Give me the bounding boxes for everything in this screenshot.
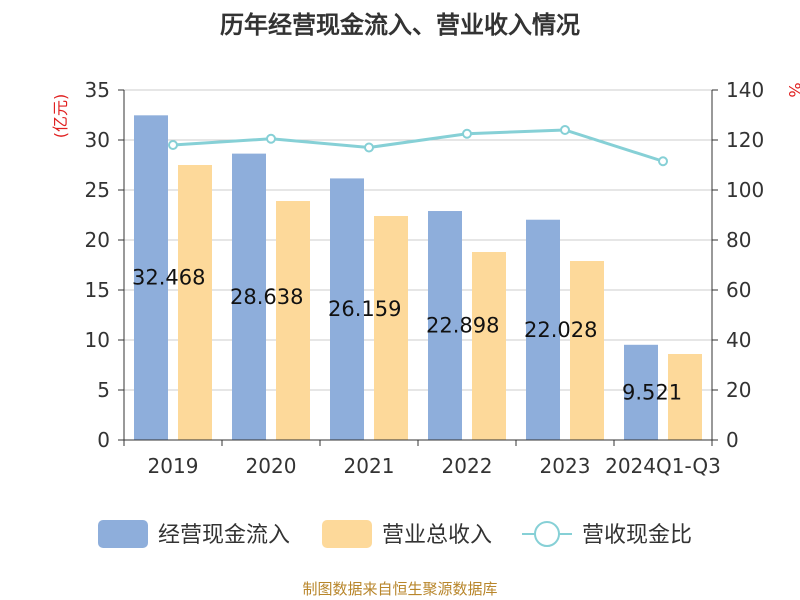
ratio-point — [560, 125, 570, 135]
x-axis-tick-label: 2022 — [442, 454, 493, 478]
cash-inflow-bar — [624, 344, 658, 440]
legend-swatch-cash-inflow — [98, 520, 148, 548]
right-axis-tick-label: 100 — [726, 178, 764, 202]
x-axis-tick-label: 2019 — [148, 454, 199, 478]
bars-group — [134, 115, 702, 440]
right-axis-tick-label: 120 — [726, 128, 764, 152]
revenue-bar — [472, 252, 506, 440]
legend-swatch-ratio-marker — [534, 521, 560, 547]
left-axis-tick-label: 15 — [85, 278, 110, 302]
right-axis-tick-label: 40 — [726, 328, 751, 352]
source-note: 制图数据来自恒生聚源数据库 — [302, 580, 497, 598]
ratio-point — [168, 140, 178, 150]
x-axis-tick-label: 2021 — [344, 454, 395, 478]
cash-inflow-data-label: 28.638 — [230, 285, 303, 309]
revenue-bar — [374, 216, 408, 440]
legend: 经营现金流入 营业总收入 营收现金比 — [98, 520, 692, 548]
left-axis-tick-label: 0 — [97, 428, 110, 452]
ratio-point — [462, 128, 472, 139]
left-axis-tick-label: 5 — [97, 378, 110, 402]
grid-lines — [124, 89, 712, 391]
cash-inflow-bar — [428, 211, 462, 440]
cash-inflow-data-label: 22.028 — [524, 318, 597, 342]
revenue-bar — [178, 165, 212, 440]
ratio-point — [266, 133, 276, 144]
right-axis-tick-label: 0 — [726, 428, 739, 452]
legend-swatch-revenue — [322, 520, 372, 548]
right-axis-tick-label: 20 — [726, 378, 751, 402]
revenue-bar — [276, 201, 310, 440]
ratio-point — [658, 156, 668, 167]
right-axis-tick-label: 140 — [726, 78, 764, 102]
ratio-point — [364, 142, 374, 153]
cash-inflow-data-label: 22.898 — [426, 314, 499, 338]
x-axis-tick-label: 2023 — [540, 454, 591, 478]
right-axis-tick-label: 60 — [726, 278, 751, 302]
cash-inflow-data-label: 9.521 — [622, 380, 682, 404]
chart-title: 历年经营现金流入、营业收入情况 — [220, 11, 580, 39]
left-axis-unit: (亿元) — [51, 94, 70, 139]
cash-inflow-bar — [134, 115, 168, 440]
left-axis-tick-label: 35 — [85, 78, 110, 102]
cash-inflow-data-label: 26.159 — [328, 297, 401, 321]
revenue-bar — [570, 261, 604, 440]
ratio-line — [172, 128, 664, 163]
data-labels-group: 32.468 28.638 26.159 22.898 22.028 9.521 — [132, 266, 682, 405]
cash-inflow-bar — [232, 153, 266, 440]
axes-group: 0 5 10 15 20 25 30 35 0 20 40 60 80 100 120 140 2019 2020… — [85, 78, 765, 478]
x-axis-tick-label: 2020 — [246, 454, 297, 478]
left-axis-tick-label: 10 — [85, 328, 110, 352]
x-axis-tick-label: 2024Q1-Q3 — [605, 454, 721, 478]
cash-inflow-bar — [526, 219, 560, 440]
cash-inflow-data-label: 32.468 — [132, 266, 205, 290]
cash-inflow-bar — [330, 178, 364, 440]
left-axis-tick-label: 30 — [85, 128, 110, 152]
legend-label-cash-inflow: 经营现金流入 — [158, 523, 290, 548]
left-axis-tick-label: 20 — [85, 228, 110, 252]
right-axis-unit: % — [785, 82, 800, 97]
legend-label-revenue: 营业总收入 — [382, 523, 492, 548]
legend-label-ratio: 营收现金比 — [582, 523, 692, 548]
ratio-line-group — [168, 125, 668, 167]
right-axis-tick-label: 80 — [726, 228, 751, 252]
revenue-bar — [668, 354, 702, 440]
left-axis-tick-label: 25 — [85, 178, 110, 202]
